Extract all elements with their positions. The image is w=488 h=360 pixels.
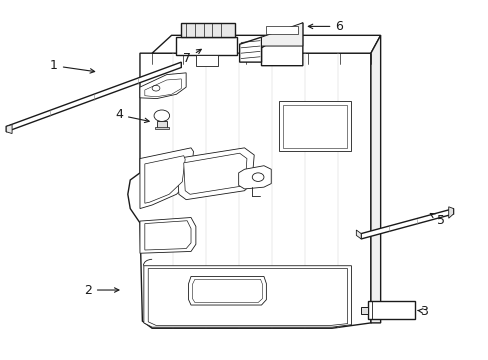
Polygon shape: [188, 276, 266, 305]
Polygon shape: [157, 121, 166, 128]
Text: 7: 7: [183, 49, 201, 65]
Polygon shape: [261, 23, 302, 46]
Polygon shape: [448, 207, 453, 218]
Polygon shape: [6, 125, 12, 134]
Polygon shape: [196, 55, 217, 66]
Polygon shape: [181, 23, 234, 37]
Polygon shape: [144, 156, 185, 203]
Polygon shape: [144, 79, 181, 97]
Polygon shape: [152, 35, 380, 53]
Polygon shape: [368, 301, 414, 319]
Circle shape: [154, 110, 169, 121]
Polygon shape: [361, 208, 453, 239]
Polygon shape: [283, 105, 346, 148]
Polygon shape: [6, 62, 181, 132]
Polygon shape: [144, 221, 191, 250]
Text: 2: 2: [84, 284, 119, 297]
Polygon shape: [238, 166, 271, 189]
Polygon shape: [361, 307, 368, 314]
Polygon shape: [370, 35, 380, 323]
Polygon shape: [176, 37, 237, 55]
Polygon shape: [261, 23, 302, 66]
Polygon shape: [192, 279, 262, 302]
Polygon shape: [266, 26, 297, 33]
Text: 1: 1: [50, 59, 95, 73]
Polygon shape: [140, 73, 186, 99]
Polygon shape: [148, 269, 347, 325]
Polygon shape: [140, 148, 193, 208]
Polygon shape: [183, 153, 246, 194]
Polygon shape: [127, 53, 370, 328]
Polygon shape: [143, 266, 351, 327]
Polygon shape: [356, 230, 361, 239]
Text: 6: 6: [308, 20, 343, 33]
Text: 3: 3: [417, 305, 427, 318]
Polygon shape: [140, 217, 196, 253]
Polygon shape: [278, 102, 351, 152]
Polygon shape: [239, 37, 261, 62]
Text: 5: 5: [429, 213, 445, 226]
Text: 4: 4: [115, 108, 149, 122]
Polygon shape: [154, 127, 169, 129]
Polygon shape: [176, 148, 254, 200]
